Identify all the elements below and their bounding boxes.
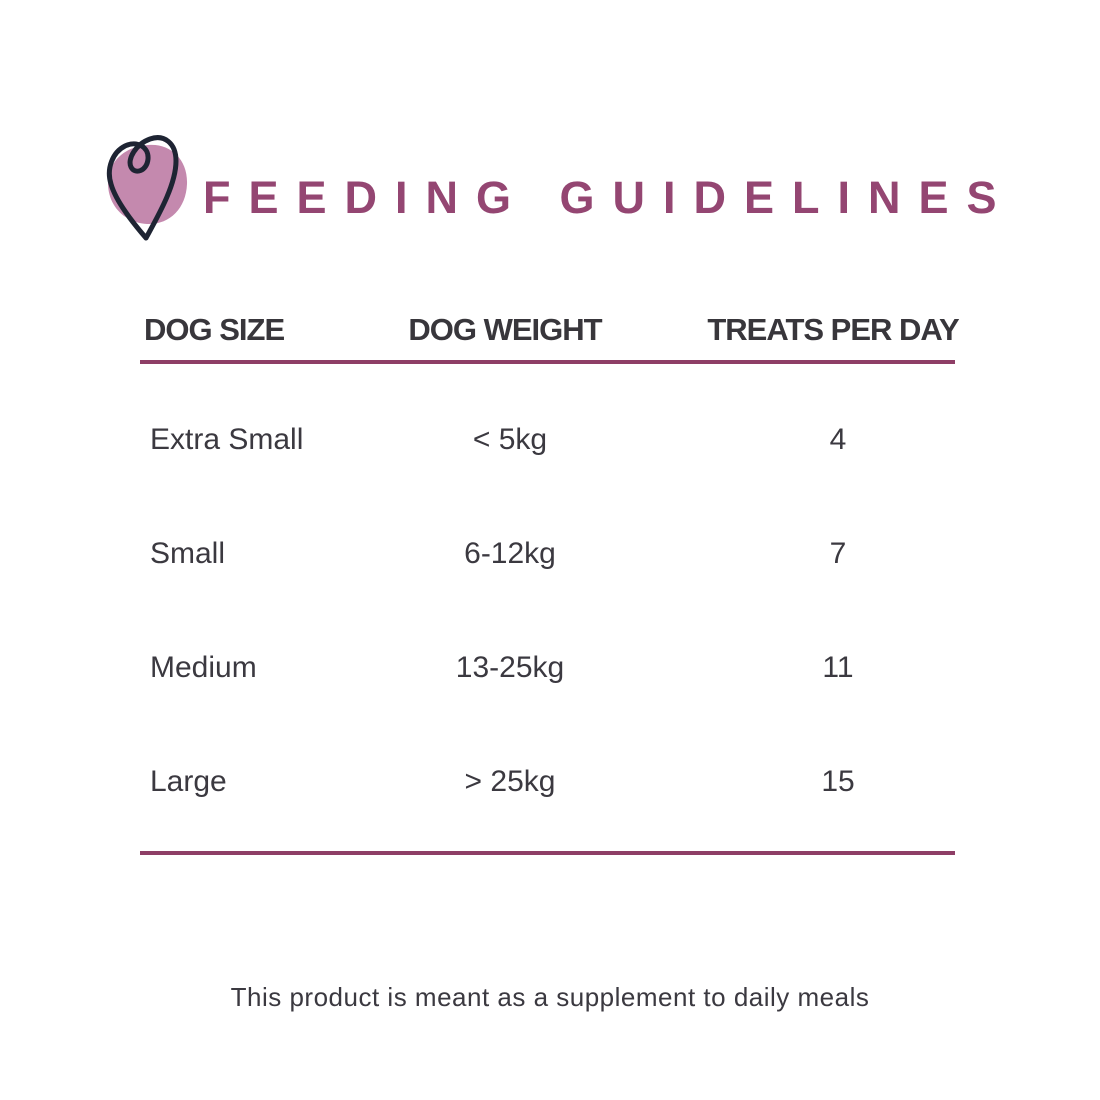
heart-doodle-icon [106, 135, 188, 241]
dog-weight-value: > 25kg [464, 765, 556, 798]
header-divider-line [140, 360, 955, 364]
treats-per-day-value: 4 [829, 423, 847, 456]
dog-size-value: Small [150, 537, 226, 570]
dog-weight-value: 6-12kg [464, 537, 556, 570]
table-header-row: DOG SIZE DOG WEIGHT TREATS PER DAY [140, 300, 960, 360]
dog-size-value: Medium [150, 651, 257, 684]
dog-size-value: Large [150, 765, 227, 798]
treats-per-day-value: 7 [829, 537, 847, 570]
column-header-treats-per-day: TREATS PER DAY [707, 312, 959, 347]
treats-per-day-value: 11 [822, 651, 854, 684]
table-row-small: Small 6-12kg 7 [140, 497, 955, 611]
dog-weight-value: 13-25kg [455, 651, 565, 684]
supplement-note: This product is meant as a supplement to… [230, 981, 870, 1012]
page-title: FEEDING GUIDELINES [203, 172, 1015, 223]
table-row-large: Large > 25kg 15 [140, 725, 955, 839]
column-header-dog-size: DOG SIZE [144, 312, 285, 347]
dog-weight-value: < 5kg [472, 423, 548, 456]
feeding-table: DOG SIZE DOG WEIGHT TREATS PER DAY Extra… [140, 300, 960, 855]
table-body: Extra Small < 5kg 4 Small 6-12kg 7 Mediu… [140, 364, 955, 839]
table-row-medium: Medium 13-25kg 11 [140, 611, 955, 725]
table-row-extra-small: Extra Small < 5kg 4 [140, 383, 955, 497]
column-header-dog-weight: DOG WEIGHT [408, 312, 602, 347]
dog-size-value: Extra Small [150, 423, 304, 456]
treats-per-day-value: 15 [821, 765, 855, 798]
footer-divider-line [140, 851, 955, 855]
heart-outline-shape [106, 135, 179, 241]
